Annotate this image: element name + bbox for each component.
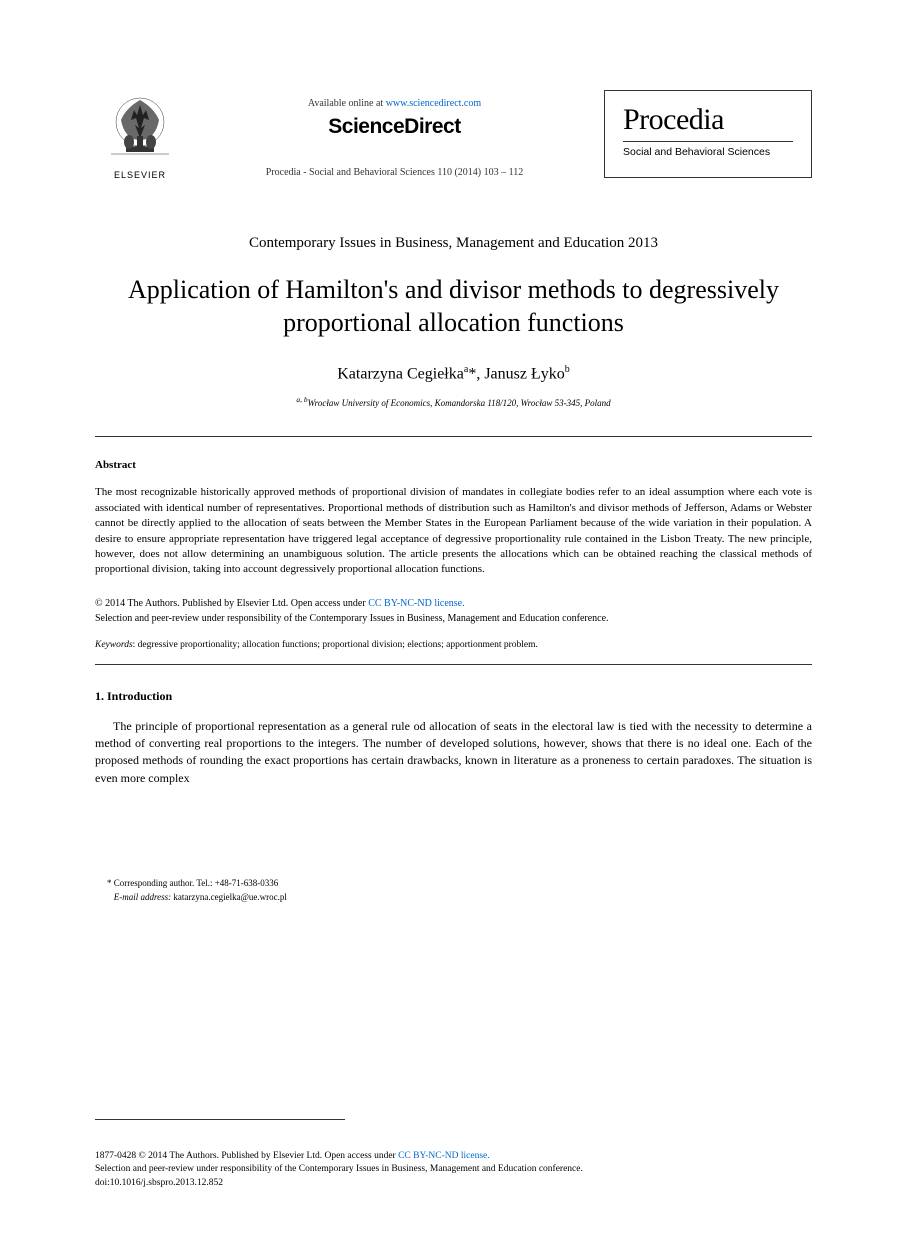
elsevier-tree-icon xyxy=(101,90,179,168)
bottom-footer: 1877-0428 © 2014 The Authors. Published … xyxy=(95,1150,812,1190)
affiliation-sup: a, b xyxy=(296,395,307,404)
footer-line1-prefix: 1877-0428 © 2014 The Authors. Published … xyxy=(95,1151,324,1161)
copyright-block: © 2014 The Authors. Published by Elsevie… xyxy=(95,596,812,626)
author-1-name: Katarzyna Cegiełka xyxy=(337,365,464,382)
procedia-subtitle: Social and Behavioral Sciences xyxy=(623,146,793,158)
title-line-1: Application of Hamilton's and divisor me… xyxy=(128,275,779,304)
header-row: ELSEVIER Available online at www.science… xyxy=(95,90,812,200)
affiliation-text: Wrocław University of Economics, Komando… xyxy=(308,398,611,408)
section-divider xyxy=(95,664,812,665)
available-online-line: Available online at www.sciencedirect.co… xyxy=(308,98,481,109)
email-value: katarzyna.cegielka@ue.wroc.pl xyxy=(171,892,287,902)
corresponding-footnote: * Corresponding author. Tel.: +48-71-638… xyxy=(95,877,812,904)
journal-reference: Procedia - Social and Behavioral Science… xyxy=(266,167,524,178)
author-2-name: Janusz Łyko xyxy=(484,365,564,382)
center-header: Available online at www.sciencedirect.co… xyxy=(185,90,604,178)
available-prefix: Available online at xyxy=(308,98,386,109)
authors-line: Katarzyna Cegiełkaa*, Janusz Łykob xyxy=(95,364,812,383)
copyright-line1-prefix: © 2014 The Authors. Published by Elsevie… xyxy=(95,598,291,609)
author-2-sup: b xyxy=(565,364,570,375)
author-1-mark: *, xyxy=(468,365,484,382)
conference-name: Contemporary Issues in Business, Managem… xyxy=(95,235,812,252)
affiliation-line: a, bWrocław University of Economics, Kom… xyxy=(95,395,812,408)
footer-doi: doi:10.1016/j.sbspro.2013.12.852 xyxy=(95,1178,223,1188)
paper-title: Application of Hamilton's and divisor me… xyxy=(95,274,812,339)
procedia-divider xyxy=(623,141,793,142)
copyright-license-label: Open access under xyxy=(291,598,368,609)
email-label: E-mail address: xyxy=(114,892,171,902)
elsevier-label: ELSEVIER xyxy=(114,170,166,180)
cc-license-link[interactable]: CC BY-NC-ND license. xyxy=(368,598,464,609)
footer-cc-license-link[interactable]: CC BY-NC-ND license. xyxy=(398,1151,490,1161)
procedia-title: Procedia xyxy=(623,105,793,135)
footnote-divider xyxy=(95,1119,345,1120)
abstract-text: The most recognizable historically appro… xyxy=(95,485,812,577)
abstract-top-divider xyxy=(95,436,812,437)
intro-paragraph-1: The principle of proportional representa… xyxy=(95,718,812,788)
footer-line2: Selection and peer-review under responsi… xyxy=(95,1164,583,1174)
keywords-text: : degressive proportionality; allocation… xyxy=(133,640,538,650)
title-line-2: proportional allocation functions xyxy=(283,308,624,337)
elsevier-logo-block: ELSEVIER xyxy=(95,90,185,180)
sciencedirect-logo: ScienceDirect xyxy=(328,115,460,139)
copyright-line2: Selection and peer-review under responsi… xyxy=(95,613,609,624)
keywords-line: Keywords: degressive proportionality; al… xyxy=(95,640,812,650)
sciencedirect-url-link[interactable]: www.sciencedirect.com xyxy=(386,98,481,109)
procedia-box: Procedia Social and Behavioral Sciences xyxy=(604,90,812,178)
footer-license-label: Open access under xyxy=(324,1151,398,1161)
keywords-label: Keywords xyxy=(95,640,133,650)
corresponding-author-line: * Corresponding author. Tel.: +48-71-638… xyxy=(107,878,278,888)
intro-heading: 1. Introduction xyxy=(95,689,812,704)
abstract-heading: Abstract xyxy=(95,459,812,471)
